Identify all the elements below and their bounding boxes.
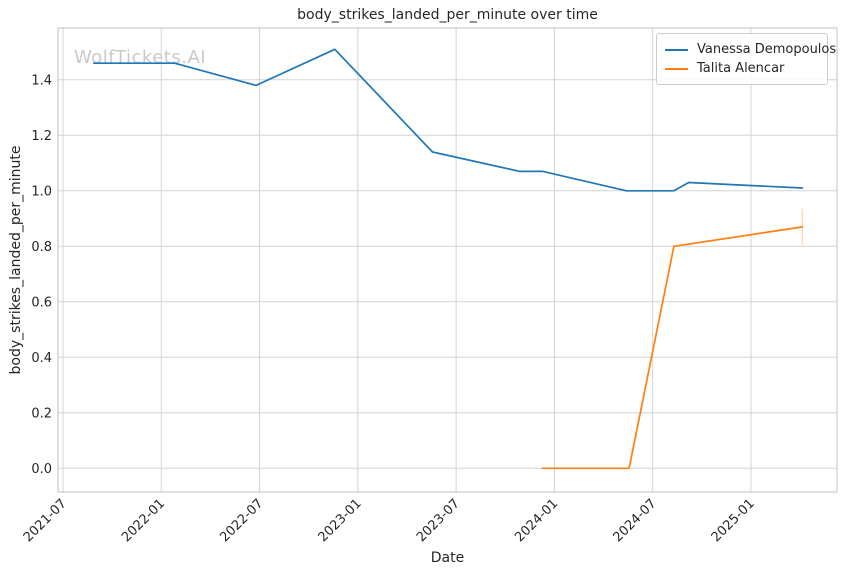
y-tick-label: 0.6 bbox=[31, 295, 52, 310]
legend-entry-vanessa-demopoulos: Vanessa Demopoulos bbox=[665, 41, 836, 58]
legend-entry-talita-alencar: Talita Alencar bbox=[665, 60, 819, 77]
legend-label: Talita Alencar bbox=[697, 61, 785, 76]
legend: Vanessa Demopoulos Talita Alencar bbox=[656, 33, 836, 85]
y-axis-label: body_strikes_landed_per_minute bbox=[8, 145, 24, 375]
legend-label: Vanessa Demopoulos bbox=[697, 42, 837, 57]
series-line-0 bbox=[93, 48, 804, 192]
y-tick-label: 1.4 bbox=[31, 73, 52, 88]
x-tick-label: 2021-07 bbox=[21, 496, 70, 545]
x-tick-label: 2023-01 bbox=[316, 496, 365, 545]
x-tick-label: 2022-01 bbox=[119, 496, 168, 545]
x-tick-label: 2025-01 bbox=[709, 496, 758, 545]
plot-border bbox=[57, 27, 838, 493]
legend-line-swatch-blue bbox=[665, 48, 688, 51]
x-axis-label: Date bbox=[430, 550, 465, 566]
y-tick-label: 0.8 bbox=[31, 240, 52, 255]
y-tick-label: 0.0 bbox=[31, 462, 52, 477]
y-tick-label: 0.4 bbox=[31, 351, 52, 366]
series-line-1 bbox=[541, 226, 804, 470]
y-tick-label: 1.0 bbox=[31, 184, 52, 199]
x-tick-label: 2024-07 bbox=[610, 496, 659, 545]
y-tick-label: 1.2 bbox=[31, 129, 52, 144]
legend-line-swatch-orange bbox=[665, 67, 688, 70]
x-tick-label: 2024-01 bbox=[512, 496, 561, 545]
y-tick-label: 0.2 bbox=[31, 406, 52, 421]
chart-title: body_strikes_landed_per_minute over time bbox=[297, 7, 598, 23]
x-tick-label: 2022-07 bbox=[217, 496, 266, 545]
x-tick-label: 2023-07 bbox=[414, 496, 463, 545]
